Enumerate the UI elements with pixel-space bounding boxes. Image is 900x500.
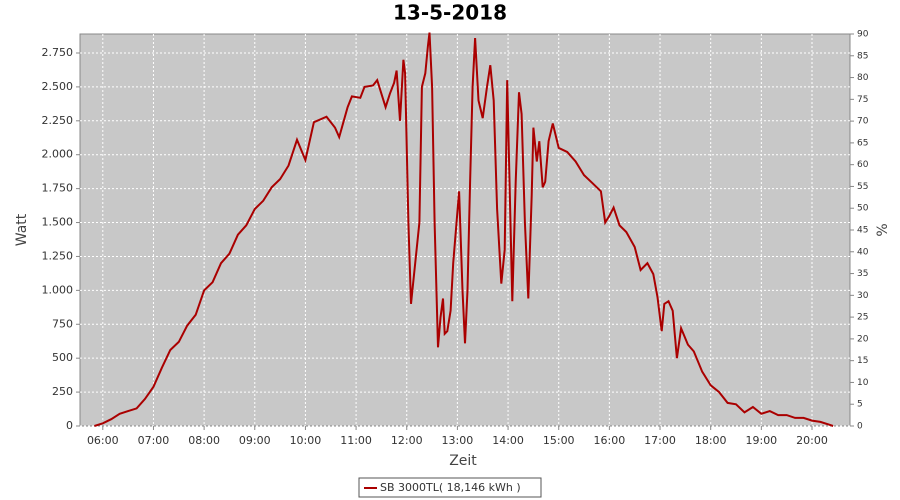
y2-tick-label: 70 — [857, 117, 869, 127]
x-tick-label: 15:00 — [543, 434, 575, 447]
y-tick-label: 1.750 — [42, 182, 74, 195]
y-tick-label: 1.250 — [42, 249, 74, 262]
y2-tick-label: 5 — [857, 400, 863, 410]
x-tick-label: 16:00 — [594, 434, 626, 447]
y2-tick-label: 45 — [857, 226, 868, 236]
y2-tick-label: 0 — [857, 422, 863, 432]
x-tick-label: 20:00 — [796, 434, 828, 447]
x-tick-label: 10:00 — [290, 434, 322, 447]
y-tick-label: 1.500 — [42, 216, 74, 229]
y-tick-label: 500 — [52, 351, 73, 364]
y2-tick-label: 65 — [857, 138, 868, 148]
data-line — [94, 32, 834, 427]
y2-tick-label: 60 — [857, 160, 869, 170]
y2-tick-label: 80 — [857, 73, 869, 83]
x-tick-label: 06:00 — [87, 434, 119, 447]
y2-tick-label: 50 — [857, 204, 869, 214]
x-tick-label: 12:00 — [391, 434, 423, 447]
chart-title: 13-5-2018 — [393, 1, 507, 25]
y-tick-label: 750 — [52, 317, 73, 330]
y2-tick-label: 15 — [857, 356, 868, 366]
y2-tick-label: 40 — [857, 247, 869, 257]
y-tick-label: 2.750 — [42, 46, 74, 59]
x-tick-label: 09:00 — [239, 434, 271, 447]
y2-tick-label: 25 — [857, 313, 868, 323]
y2-tick-label: 55 — [857, 182, 868, 192]
x-axis-label: Zeit — [449, 453, 477, 469]
x-tick-label: 19:00 — [745, 434, 777, 447]
y-tick-label: 2.000 — [42, 148, 74, 161]
legend-box — [358, 477, 542, 498]
y-axis-label: Watt — [14, 213, 30, 246]
x-tick-label: 14:00 — [492, 434, 524, 447]
x-tick-label: 13:00 — [442, 434, 474, 447]
y-tick-label: 1.000 — [42, 283, 74, 296]
y2-tick-label: 30 — [857, 291, 869, 301]
x-tick-label: 08:00 — [188, 434, 220, 447]
legend-label: SB 3000TL( 18,146 kWh ) — [380, 481, 521, 494]
y-tick-label: 2.250 — [42, 114, 74, 127]
y2-tick-label: 20 — [857, 334, 869, 344]
x-tick-label: 07:00 — [138, 434, 170, 447]
x-tick-label: 11:00 — [340, 434, 372, 447]
y2-tick-label: 90 — [857, 30, 869, 40]
y2-tick-label: 35 — [857, 269, 868, 279]
x-tick-label: 17:00 — [644, 434, 676, 447]
y-tick-label: 250 — [52, 385, 73, 398]
y2-tick-label: 85 — [857, 51, 868, 61]
plot-area — [79, 33, 851, 427]
y2-tick-label: 75 — [857, 95, 868, 105]
y2-tick-label: 10 — [857, 378, 869, 388]
x-tick-label: 18:00 — [695, 434, 727, 447]
y2-axis-label: % — [875, 223, 891, 236]
y-tick-label: 2.500 — [42, 80, 74, 93]
y-tick-label: 0 — [66, 419, 73, 432]
